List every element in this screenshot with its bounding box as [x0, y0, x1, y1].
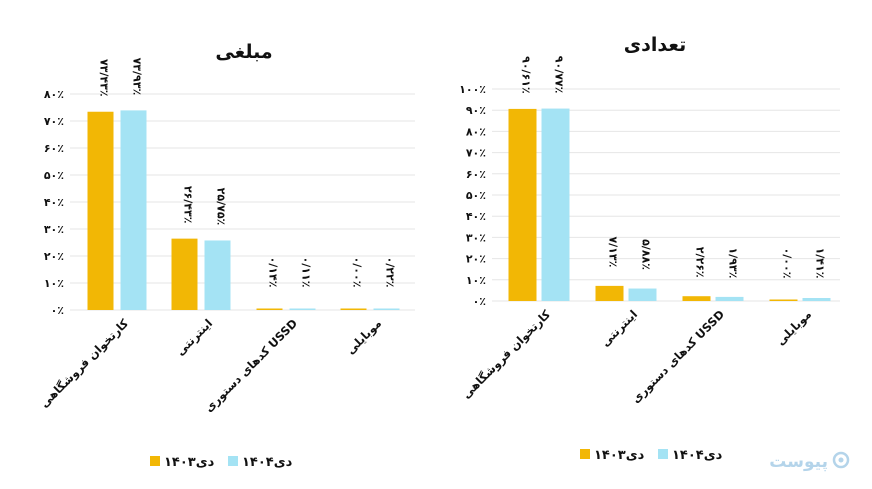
right-data-label: ۱/۹۳٪	[727, 247, 740, 278]
right-bar-1403	[595, 285, 624, 301]
right-legend-label: دی۱۴۰۴	[672, 448, 723, 463]
left-data-label: ۲۶/۴۳٪	[182, 186, 195, 224]
left-y-tick-label: ۲۰٪	[44, 250, 64, 263]
right-data-label: ۷/۱۳٪	[607, 236, 620, 267]
right-y-tick-label: ۳۰٪	[466, 231, 486, 244]
left-bar-1404	[289, 308, 316, 310]
right-data-label: ۵/۸۸٪	[640, 239, 653, 270]
left-bar-1404	[120, 110, 147, 310]
right-legend-label: دی۱۴۰۳	[594, 448, 645, 463]
right-chart: تعدادی ۰٪ ۱۰٪ ۲۰٪ ۳۰٪ ۴۰٪ ۵۰٪ ۶۰٪ ۷۰٪ ۸۰٪ ۹۰٪ ۱۰۰٪ ۹…	[459, 34, 840, 463]
right-x-category-label: اینترنتی	[598, 307, 640, 349]
right-bar-1403	[508, 108, 537, 301]
right-y-tick-label: ۴۰٪	[466, 210, 486, 223]
right-data-label: ۹۰/۶۱٪	[520, 56, 533, 94]
left-y-tick-label: ۶۰٪	[44, 142, 64, 155]
left-data-label: ۷۳/۴۳٪	[98, 59, 111, 97]
circle-logo-dot-icon	[838, 457, 844, 463]
left-x-category-label: کارتخوان فروشگاهی	[37, 316, 132, 411]
right-y-tick-label: ۸۰٪	[466, 125, 486, 138]
brand-logo: پیوست	[769, 451, 850, 472]
right-y-tick-label: ۷۰٪	[466, 147, 486, 160]
right-legend-swatch-1404	[658, 449, 668, 459]
right-bar-1404	[715, 296, 744, 301]
right-data-label: ۱/۴۱٪	[814, 248, 827, 279]
right-y-tick-label: ۲۰٪	[466, 253, 486, 266]
left-data-label: ۰/۲۲٪	[384, 257, 397, 288]
left-legend: دی۱۴۰۳ دی۱۴۰۴	[150, 455, 293, 470]
left-y-tick-label: ۴۰٪	[44, 196, 64, 209]
left-legend-swatch-1403	[150, 456, 160, 466]
right-y-tick-label: ۵۰٪	[466, 189, 486, 202]
left-y-tick-label: ۳۰٪	[44, 223, 64, 236]
left-x-category-label: اینترنتی	[173, 316, 215, 358]
circle-logo-icon	[832, 451, 850, 469]
left-bar-1404	[373, 308, 400, 310]
right-x-category-label: موبایلی	[773, 307, 814, 348]
left-y-tick-label: ۱۰٪	[44, 277, 64, 290]
right-y-tick-label: ۱۰٪	[466, 274, 486, 287]
left-data-label: ۷۳/۹۳٪	[131, 58, 144, 96]
right-bar-1403	[682, 296, 711, 301]
brand-logo-text: پیوست	[769, 452, 828, 472]
left-y-tick-label: ۰٪	[51, 304, 64, 317]
right-y-tick-label: ۶۰٪	[466, 168, 486, 181]
right-y-tick-label: ۰٪	[473, 295, 486, 308]
right-data-label: ۲/۲۶٪	[694, 247, 707, 278]
left-data-label: ۰/۱۴٪	[267, 257, 280, 288]
left-chart-title: مبلغی	[215, 41, 272, 63]
right-data-label: ۹۰/۷۷٪	[553, 56, 566, 94]
left-bar-1403	[256, 308, 283, 310]
left-x-category-label: کدهای دستوری USSD	[202, 316, 301, 415]
left-y-tick-label: ۸۰٪	[44, 88, 64, 101]
right-x-category-label: کارتخوان فروشگاهی	[459, 307, 554, 402]
left-data-label: ۰/۰۰٪	[351, 257, 364, 288]
left-data-label: ۲۵/۷۵٪	[215, 188, 228, 226]
left-chart: مبلغی ۰٪ ۱۰٪ ۲۰٪ ۳۰٪ ۴۰٪ ۵۰٪ ۶۰٪ ۷۰٪ ۸۰٪ ۷۳/۴۳٪ ۲۶/…	[37, 41, 415, 470]
left-x-category-label: موبایلی	[343, 316, 384, 357]
left-legend-label: دی۱۴۰۳	[164, 455, 215, 470]
left-legend-label: دی۱۴۰۴	[242, 455, 293, 470]
right-y-tick-label: ۹۰٪	[466, 104, 486, 117]
left-y-tick-label: ۷۰٪	[44, 115, 64, 128]
left-bar-1403	[171, 238, 198, 310]
left-bar-1403	[340, 308, 367, 310]
right-bar-1404	[628, 288, 657, 301]
left-bar-1403	[87, 111, 114, 310]
right-bar-1404	[541, 108, 570, 301]
right-y-tick-label: ۱۰۰٪	[459, 83, 486, 96]
right-legend-swatch-1403	[580, 449, 590, 459]
right-x-category-label: کدهای دستوری USSD	[629, 307, 728, 406]
right-chart-title: تعدادی	[624, 34, 687, 56]
right-data-label: ۰/۰۰٪	[781, 248, 794, 279]
left-legend-swatch-1404	[228, 456, 238, 466]
left-bar-1404	[204, 240, 231, 310]
right-legend: دی۱۴۰۳ دی۱۴۰۴	[580, 448, 723, 463]
left-data-label: ۰/۱۱٪	[300, 257, 313, 288]
right-bar-1404	[802, 298, 831, 301]
right-bar-1403	[769, 299, 798, 301]
left-y-tick-label: ۵۰٪	[44, 169, 64, 182]
